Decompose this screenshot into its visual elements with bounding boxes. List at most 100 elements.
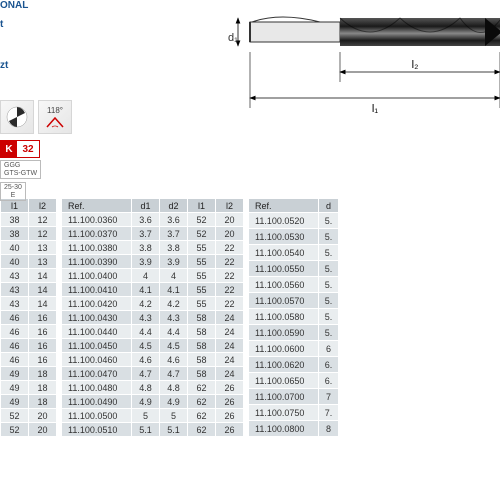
table-row: 4616: [1, 325, 57, 339]
cell: 38: [1, 213, 29, 227]
cell: 58: [188, 325, 216, 339]
table-row: 11.100.05405.: [249, 245, 339, 261]
cell: 55: [188, 241, 216, 255]
table-row: 3812: [1, 213, 57, 227]
cell: 7: [319, 389, 339, 405]
cell: 4.9: [160, 395, 188, 409]
cell: 11.100.0450: [62, 339, 132, 353]
cell: 40: [1, 255, 29, 269]
spec-table-3: Ref.d11.100.05205.11.100.05305.11.100.05…: [248, 198, 339, 437]
table-row: 5220: [1, 423, 57, 437]
cell: 11.100.0480: [62, 381, 132, 395]
cell: 22: [216, 283, 244, 297]
cell: 11.100.0540: [249, 245, 319, 261]
cell: 40: [1, 241, 29, 255]
cell: 14: [29, 297, 57, 311]
table-row: 4314: [1, 297, 57, 311]
cell: 11.100.0380: [62, 241, 132, 255]
cell: 4.3: [160, 311, 188, 325]
cell: 11.100.0430: [62, 311, 132, 325]
cell: 18: [29, 381, 57, 395]
spec-table-2: Ref.d1d2l1l211.100.03603.63.6522011.100.…: [61, 198, 244, 437]
cell: 11.100.0370: [62, 227, 132, 241]
cell: 16: [29, 311, 57, 325]
cell: 22: [216, 297, 244, 311]
cell: 12: [29, 227, 57, 241]
table-row: 11.100.05905.: [249, 325, 339, 341]
table-row: 4918: [1, 367, 57, 381]
table-row: 11.100.07507.: [249, 405, 339, 421]
table-row: 11.100.04604.64.65824: [62, 353, 244, 367]
dim-d1: d₁: [228, 32, 238, 44]
table-row: 11.100.03603.63.65220: [62, 213, 244, 227]
table-row: 11.100.04304.34.35824: [62, 311, 244, 325]
cell: 3.9: [160, 255, 188, 269]
table-row: 11.100.04704.74.75824: [62, 367, 244, 381]
cell: 52: [188, 213, 216, 227]
cell: 5.: [319, 261, 339, 277]
text-fragment: ONAL: [0, 0, 28, 11]
cell: 4.6: [160, 353, 188, 367]
cell: 3.7: [132, 227, 160, 241]
cell: 46: [1, 311, 29, 325]
spec-tables: l1l2381238124013401343144314431446164616…: [0, 198, 500, 437]
cell: 11.100.0490: [62, 395, 132, 409]
table-row: 11.100.05305.: [249, 229, 339, 245]
cell: 14: [29, 283, 57, 297]
text-fragment: zt: [0, 60, 28, 71]
cell: 5.: [319, 213, 339, 229]
table-row: 4013: [1, 241, 57, 255]
cell: 16: [29, 339, 57, 353]
table-row: 4918: [1, 395, 57, 409]
table-row: 4314: [1, 269, 57, 283]
cell: 22: [216, 255, 244, 269]
table-row: 11.100.04504.54.55824: [62, 339, 244, 353]
cell: 11.100.0440: [62, 325, 132, 339]
cell: 11.100.0530: [249, 229, 319, 245]
table-row: 4314: [1, 283, 57, 297]
cell: 55: [188, 297, 216, 311]
cell: 14: [29, 269, 57, 283]
dim-l2: l₂: [412, 59, 419, 71]
table-row: 11.100.04904.94.96226: [62, 395, 244, 409]
cell: 5.: [319, 325, 339, 341]
cell: 3.9: [132, 255, 160, 269]
hardness-unit: E: [4, 192, 22, 200]
cell: 4.8: [160, 381, 188, 395]
cell: 3.8: [160, 241, 188, 255]
cell: 11.100.0460: [62, 353, 132, 367]
cell: 4.7: [160, 367, 188, 381]
cell: 4.1: [160, 283, 188, 297]
cell: 11.100.0700: [249, 389, 319, 405]
cell: 4.2: [160, 297, 188, 311]
col-header: l2: [29, 199, 57, 213]
table-row: 11.100.05705.: [249, 293, 339, 309]
cell: 11.100.0560: [249, 277, 319, 293]
cell: 11.100.0500: [62, 409, 132, 423]
cell: 11.100.0520: [249, 213, 319, 229]
cell: 55: [188, 283, 216, 297]
cell: 11.100.0420: [62, 297, 132, 311]
cell: 4.4: [160, 325, 188, 339]
cell: 6.: [319, 357, 339, 373]
table-row: 11.100.04204.24.25522: [62, 297, 244, 311]
table-row: 11.100.05805.: [249, 309, 339, 325]
cell: 4.6: [132, 353, 160, 367]
table-row: 11.100.05205.: [249, 213, 339, 229]
table-row: 4918: [1, 381, 57, 395]
table-row: 5220: [1, 409, 57, 423]
cell: 4.4: [132, 325, 160, 339]
cell: 4.7: [132, 367, 160, 381]
table-row: 11.100.0500556226: [62, 409, 244, 423]
cell: 62: [188, 423, 216, 437]
cell: 5.1: [160, 423, 188, 437]
table-row: 11.100.06006: [249, 341, 339, 357]
text-fragment: t: [0, 19, 28, 30]
cell: 5.1: [132, 423, 160, 437]
cell: 20: [29, 423, 57, 437]
table-row: 11.100.05605.: [249, 277, 339, 293]
cell: 4.2: [132, 297, 160, 311]
table-row: 11.100.05105.15.16226: [62, 423, 244, 437]
cell: 6.: [319, 373, 339, 389]
cell: 26: [216, 381, 244, 395]
